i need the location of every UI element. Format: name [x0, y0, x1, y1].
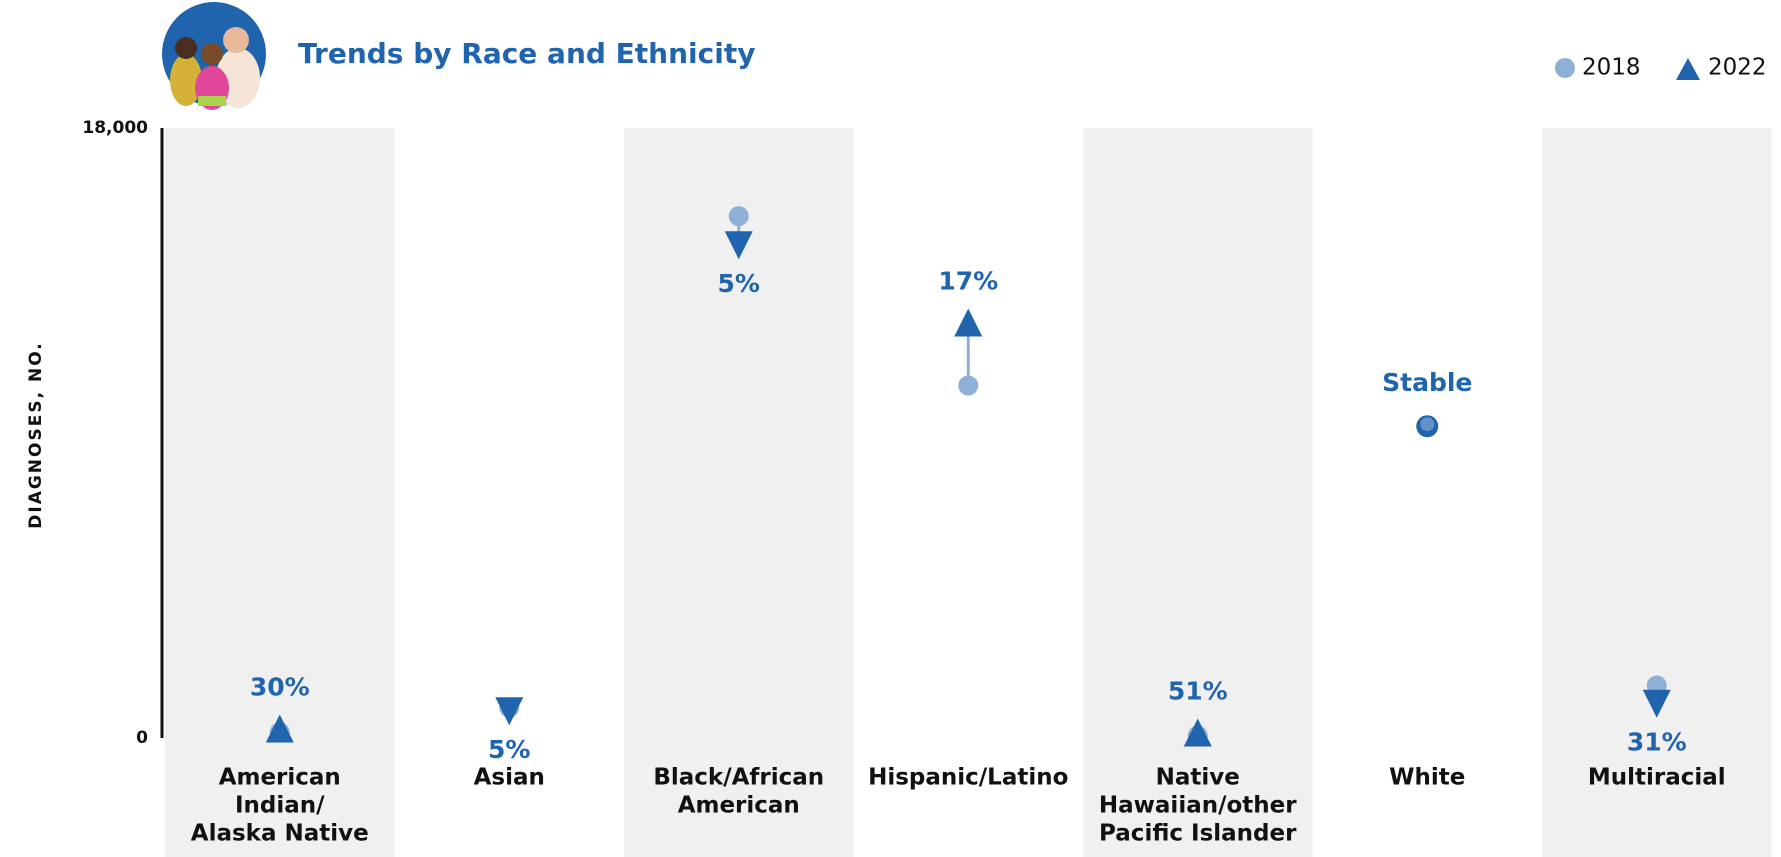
band: [165, 128, 395, 857]
x-tick-label: American: [219, 765, 341, 791]
x-tick-label: Asian: [474, 765, 545, 791]
legend: 2018 2022: [1555, 55, 1767, 81]
bands: [165, 128, 1772, 857]
title-icon: [162, 2, 266, 110]
legend-label: 2022: [1708, 55, 1767, 81]
marker-2018-top: [1420, 417, 1434, 431]
x-tick-label: American: [678, 793, 800, 819]
x-tick-label: Hispanic/Latino: [868, 765, 1068, 791]
change-label: 5%: [488, 735, 530, 764]
y-axis-label: DIAGNOSES, NO.: [26, 341, 46, 528]
x-tick-label: Hawaiian/other: [1099, 793, 1297, 819]
chart-title: Trends by Race and Ethnicity: [298, 37, 755, 70]
x-tick-label: White: [1389, 765, 1465, 791]
change-label: 17%: [938, 267, 998, 296]
change-label: 51%: [1168, 676, 1228, 705]
chart: Trends by Race and Ethnicity DIAGNOSES, …: [0, 0, 1781, 857]
marker-2018: [958, 376, 978, 396]
x-tick-label: Indian/: [235, 793, 325, 819]
marker-2022: [954, 309, 982, 337]
legend-marker: [1676, 58, 1700, 80]
band: [1083, 128, 1313, 857]
x-tick-label: Pacific Islander: [1099, 821, 1297, 847]
change-label: 31%: [1627, 728, 1687, 757]
x-tick-label: Multiracial: [1588, 765, 1726, 791]
y-tick-label: 18,000: [82, 118, 148, 138]
y-tick-label: 0: [136, 728, 148, 748]
legend-marker: [1555, 58, 1575, 78]
change-label: 30%: [250, 673, 310, 702]
marker-2022: [495, 697, 523, 725]
x-tick-label: Native: [1156, 765, 1240, 791]
marker-2018: [729, 206, 749, 226]
change-label: Stable: [1382, 368, 1472, 397]
change-label: 5%: [718, 269, 760, 298]
legend-label: 2018: [1582, 55, 1641, 81]
x-tick-label: Black/African: [653, 765, 824, 791]
x-tick-label: Alaska Native: [191, 821, 369, 847]
